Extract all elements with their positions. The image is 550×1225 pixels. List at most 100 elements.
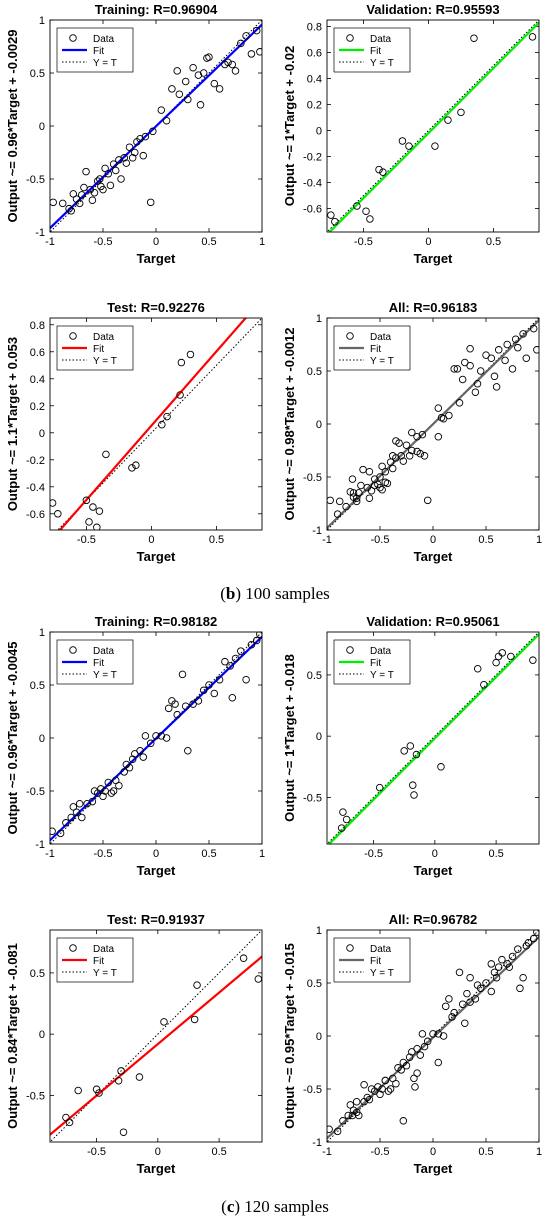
- data-point: [352, 494, 361, 502]
- data-point: [514, 945, 522, 953]
- x-tick-label: 0: [425, 236, 431, 248]
- data-point: [492, 973, 501, 982]
- data-point: [50, 827, 56, 836]
- data-point: [519, 973, 527, 982]
- legend-data-marker: [69, 34, 77, 42]
- data-point: [399, 457, 408, 465]
- data-point: [117, 1067, 125, 1075]
- data-point: [455, 968, 464, 977]
- data-point: [466, 344, 474, 353]
- data-point: [327, 1125, 333, 1134]
- data-point: [402, 441, 411, 449]
- y-tick-label: -1: [312, 1137, 322, 1149]
- data-point: [117, 175, 125, 183]
- legend-fit-label: Fit: [93, 658, 104, 669]
- data-point: [339, 808, 347, 816]
- data-point: [125, 763, 134, 772]
- data-point: [85, 518, 93, 526]
- plot-frame: [326, 929, 540, 1143]
- data-point: [339, 1117, 347, 1125]
- data-point: [178, 670, 187, 679]
- data-point: [461, 358, 469, 367]
- plot-b-2: Test: R=0.92276 Target Output ~= 1.1*Targe…: [5, 300, 263, 564]
- data-point: [56, 829, 65, 838]
- data-point: [106, 181, 115, 190]
- data-point: [441, 1002, 450, 1011]
- legend-fit-label: Fit: [370, 956, 381, 967]
- data-point: [177, 358, 186, 367]
- data-point: [99, 792, 107, 801]
- data-point: [457, 108, 465, 117]
- data-point: [408, 446, 416, 455]
- data-point: [78, 191, 86, 199]
- x-tick-label: 0: [432, 848, 438, 860]
- data-point: [88, 797, 97, 806]
- x-axis-label: Target: [414, 251, 453, 266]
- plot-marks: [327, 20, 539, 232]
- data-point: [163, 412, 171, 421]
- legend-ideal-label: Y = T: [370, 670, 394, 681]
- data-point: [131, 148, 139, 157]
- data-point: [231, 654, 240, 663]
- data-point: [374, 1083, 382, 1091]
- data-point: [412, 750, 421, 759]
- data-point: [65, 1118, 74, 1127]
- data-point: [181, 77, 190, 86]
- data-point: [237, 39, 245, 48]
- legend-box: [56, 325, 134, 371]
- data-point: [199, 686, 208, 695]
- data-point: [82, 167, 90, 176]
- legend-data-marker: [346, 34, 354, 42]
- data-point: [210, 689, 219, 698]
- data-point: [418, 430, 427, 439]
- data-point: [210, 79, 219, 88]
- data-point: [450, 1008, 458, 1017]
- data-point: [413, 1044, 421, 1053]
- data-point: [508, 952, 517, 961]
- data-point: [533, 346, 539, 354]
- data-point: [128, 464, 136, 472]
- data-point: [471, 388, 480, 396]
- y-tick-label: -0.2: [26, 455, 45, 467]
- x-tick-label: -1: [45, 848, 55, 860]
- data-point: [376, 483, 384, 492]
- data-point: [450, 365, 458, 373]
- data-point: [466, 361, 474, 370]
- data-point: [239, 954, 248, 962]
- legend-ideal-label: Y = T: [93, 968, 117, 979]
- data-point: [375, 783, 384, 792]
- data-point: [162, 116, 171, 125]
- data-point: [162, 734, 171, 742]
- legend-fit-label: Fit: [93, 46, 104, 57]
- data-point: [327, 211, 335, 219]
- caption-c: (c) 120 samples: [221, 1197, 329, 1216]
- plot-frame: [326, 19, 540, 233]
- x-tick-label: 1: [259, 236, 265, 248]
- data-point: [131, 750, 139, 758]
- data-point: [388, 452, 397, 460]
- data-point: [175, 90, 184, 98]
- y-tick-label: 0: [39, 121, 45, 133]
- ideal-line: [50, 930, 262, 1142]
- data-point: [470, 34, 478, 42]
- y-axis-label: Output ~= 1*Target + -0.018: [282, 654, 297, 822]
- y-tick-label: 0: [316, 1031, 322, 1043]
- data-point: [363, 1093, 372, 1102]
- y-tick-label: -0.5: [26, 786, 45, 798]
- x-tick-label: -0.5: [371, 1146, 390, 1158]
- data-point: [375, 165, 383, 174]
- data-point: [141, 132, 150, 141]
- ideal-line: [327, 632, 539, 844]
- x-tick-label: 0.5: [209, 534, 224, 546]
- data-point: [146, 198, 155, 207]
- x-tick-label: 0: [430, 1146, 436, 1158]
- data-point: [205, 681, 213, 689]
- data-point: [69, 190, 78, 198]
- x-tick-label: -1: [322, 1146, 332, 1158]
- data-point: [333, 1127, 342, 1136]
- y-tick-label: -0.4: [303, 178, 322, 190]
- data-point: [522, 942, 531, 950]
- y-tick-label: 0.6: [30, 347, 45, 359]
